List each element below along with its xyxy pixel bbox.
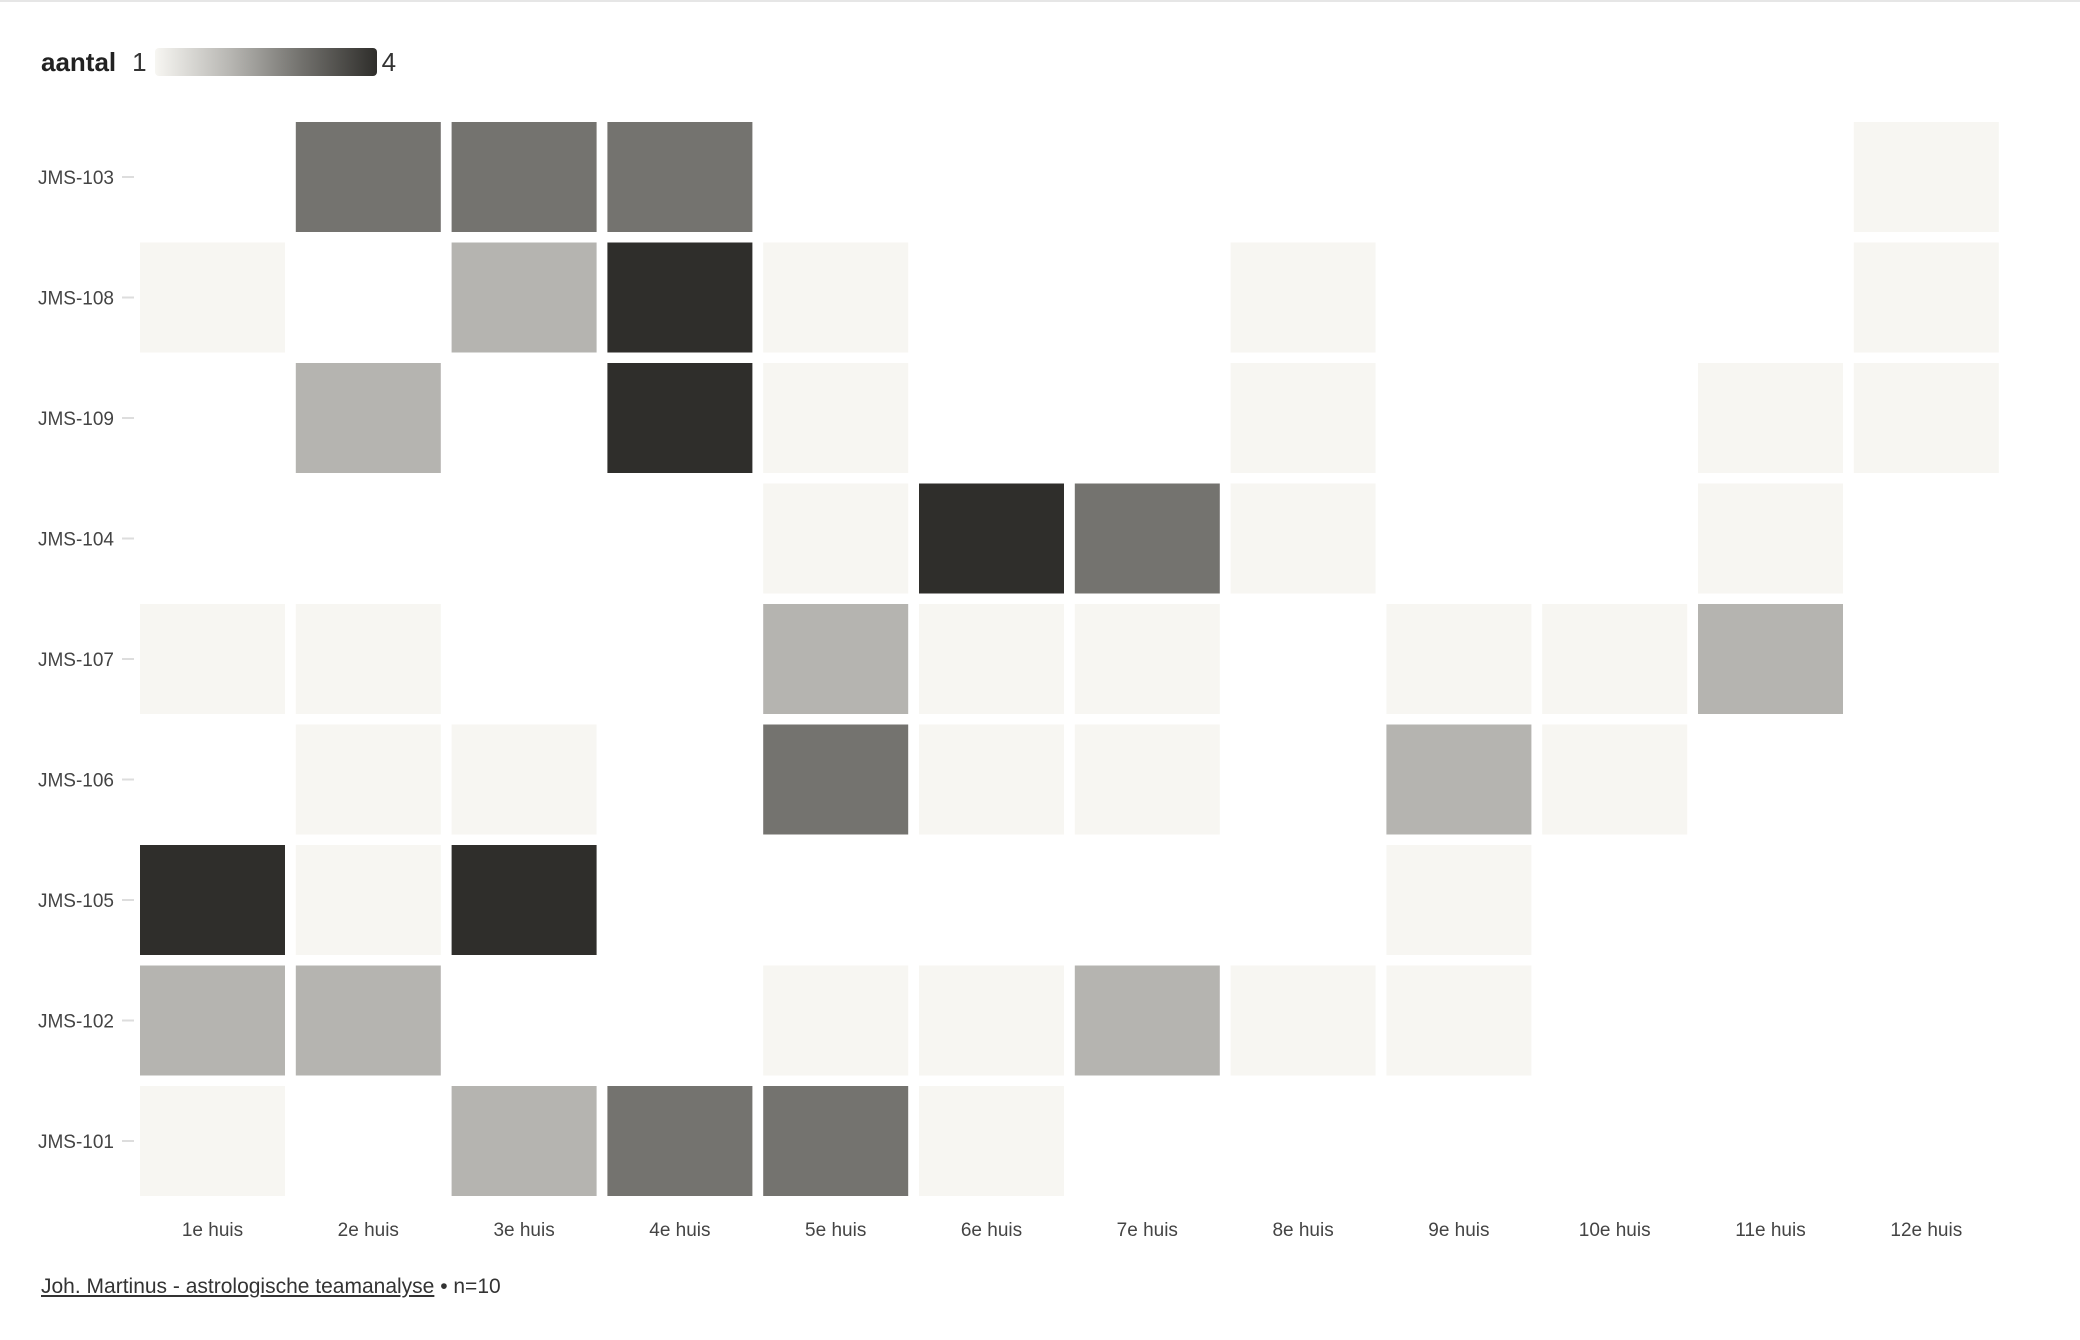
heatmap-cell-JMS-103-3 <box>451 122 597 232</box>
y-label-JMS-107: JMS-107 <box>38 650 114 671</box>
heatmap-cell-JMS-103-4 <box>607 122 753 232</box>
heatmap-cell-JMS-106-10 <box>1542 724 1688 835</box>
heatmap-cell-JMS-101-5 <box>763 1086 909 1196</box>
heatmap-cell-JMS-108-3 <box>451 242 597 353</box>
heatmap-cell-JMS-101-6 <box>919 1086 1064 1196</box>
heatmap-cell-JMS-104-8 <box>1230 483 1376 594</box>
heatmap-cell-JMS-101-1 <box>140 1086 285 1196</box>
heatmap-cell-JMS-109-11 <box>1698 363 1843 473</box>
y-label-JMS-104: JMS-104 <box>38 530 114 551</box>
heatmap-cell-JMS-107-1 <box>140 604 285 714</box>
heatmap-cell-JMS-102-8 <box>1230 965 1376 1076</box>
heatmap-cell-JMS-104-7 <box>1074 483 1220 594</box>
heatmap-cell-JMS-107-11 <box>1698 604 1843 714</box>
y-label-JMS-105: JMS-105 <box>38 891 114 912</box>
heatmap-cell-JMS-107-5 <box>763 604 909 714</box>
heatmap-cell-JMS-109-4 <box>607 363 753 473</box>
source-link[interactable]: Joh. Martinus - astrologische teamanalys… <box>41 1275 435 1298</box>
heatmap-cell-JMS-106-2 <box>295 724 441 835</box>
heatmap-cell-JMS-109-2 <box>295 363 441 473</box>
x-label-1: 1e huis <box>182 1220 243 1241</box>
legend-gradient-bar <box>154 48 377 76</box>
heatmap-cell-JMS-102-2 <box>295 965 441 1076</box>
heatmap-cell-JMS-108-4 <box>607 242 753 353</box>
x-label-5: 5e huis <box>805 1220 866 1241</box>
color-legend: aantal 1 4 <box>41 44 396 80</box>
heatmap-cell-JMS-102-7 <box>1074 965 1220 1076</box>
heatmap-cell-JMS-105-2 <box>295 845 441 955</box>
heatmap-cell-JMS-108-5 <box>763 242 909 353</box>
heatmap-cell-JMS-101-4 <box>607 1086 753 1196</box>
heatmap-cell-JMS-104-11 <box>1698 483 1843 594</box>
y-label-JMS-101: JMS-101 <box>38 1132 114 1153</box>
heatmap-cell-JMS-105-1 <box>140 845 285 955</box>
heatmap-cell-JMS-108-12 <box>1853 242 1999 353</box>
heatmap-cell-JMS-109-8 <box>1230 363 1376 473</box>
x-label-2: 2e huis <box>338 1220 399 1241</box>
heatmap-cell-JMS-107-9 <box>1386 604 1532 714</box>
heatmap-cell-JMS-106-7 <box>1074 724 1220 835</box>
heatmap-cell-JMS-102-6 <box>919 965 1064 1076</box>
heatmap-cell-JMS-103-12 <box>1853 122 1999 232</box>
x-label-9: 9e huis <box>1428 1220 1489 1241</box>
heatmap-cell-JMS-106-5 <box>763 724 909 835</box>
heatmap-cell-JMS-107-2 <box>295 604 441 714</box>
heatmap-cell-JMS-108-8 <box>1230 242 1376 353</box>
legend-min-label: 1 <box>132 46 147 77</box>
heatmap-cell-JMS-107-6 <box>919 604 1064 714</box>
heatmap-cell-JMS-107-10 <box>1542 604 1688 714</box>
y-label-JMS-108: JMS-108 <box>38 289 114 310</box>
sample-size-note: • n=10 <box>434 1275 501 1298</box>
heatmap-cell-JMS-102-9 <box>1386 965 1532 1076</box>
heatmap-cell-JMS-108-1 <box>140 242 285 353</box>
x-label-8: 8e huis <box>1272 1220 1333 1241</box>
heatmap-cell-JMS-106-3 <box>451 724 597 835</box>
heatmap-cell-JMS-102-1 <box>140 965 285 1076</box>
x-label-3: 3e huis <box>493 1220 554 1241</box>
heatmap-cell-JMS-106-9 <box>1386 724 1532 835</box>
heatmap-cell-JMS-109-5 <box>763 363 909 473</box>
heatmap-cell-JMS-105-3 <box>451 845 597 955</box>
y-label-JMS-109: JMS-109 <box>38 409 114 430</box>
y-label-JMS-103: JMS-103 <box>38 168 114 189</box>
heatmap-chart: JMS-103 JMS-108 JMS-109 JMS-104 JMS-107 JMS-1… <box>38 122 1999 1241</box>
heatmap-cell-JMS-103-2 <box>295 122 441 232</box>
heatmap-cell-JMS-109-12 <box>1853 363 1999 473</box>
legend-max-label: 4 <box>381 46 397 77</box>
heatmap-cell-JMS-101-3 <box>451 1086 597 1196</box>
top-divider <box>0 0 2080 2</box>
heatmap-cell-JMS-104-6 <box>919 483 1064 594</box>
y-label-JMS-102: JMS-102 <box>38 1012 114 1033</box>
x-label-12: 12e huis <box>1890 1220 1962 1241</box>
x-label-7: 7e huis <box>1117 1220 1178 1241</box>
x-label-6: 6e huis <box>961 1220 1022 1241</box>
x-label-11: 11e huis <box>1735 1220 1805 1241</box>
y-label-JMS-106: JMS-106 <box>38 771 114 792</box>
heatmap-cell-JMS-106-6 <box>919 724 1064 835</box>
x-label-10: 10e huis <box>1579 1220 1651 1241</box>
heatmap-cell-JMS-104-5 <box>763 483 909 594</box>
legend-title: aantal <box>41 46 117 77</box>
x-label-4: 4e huis <box>649 1220 710 1241</box>
footer: Joh. Martinus - astrologische teamanalys… <box>41 1275 501 1299</box>
heatmap-cell-JMS-102-5 <box>763 965 909 1076</box>
heatmap-cell-JMS-107-7 <box>1074 604 1220 714</box>
heatmap-cell-JMS-105-9 <box>1386 845 1532 955</box>
